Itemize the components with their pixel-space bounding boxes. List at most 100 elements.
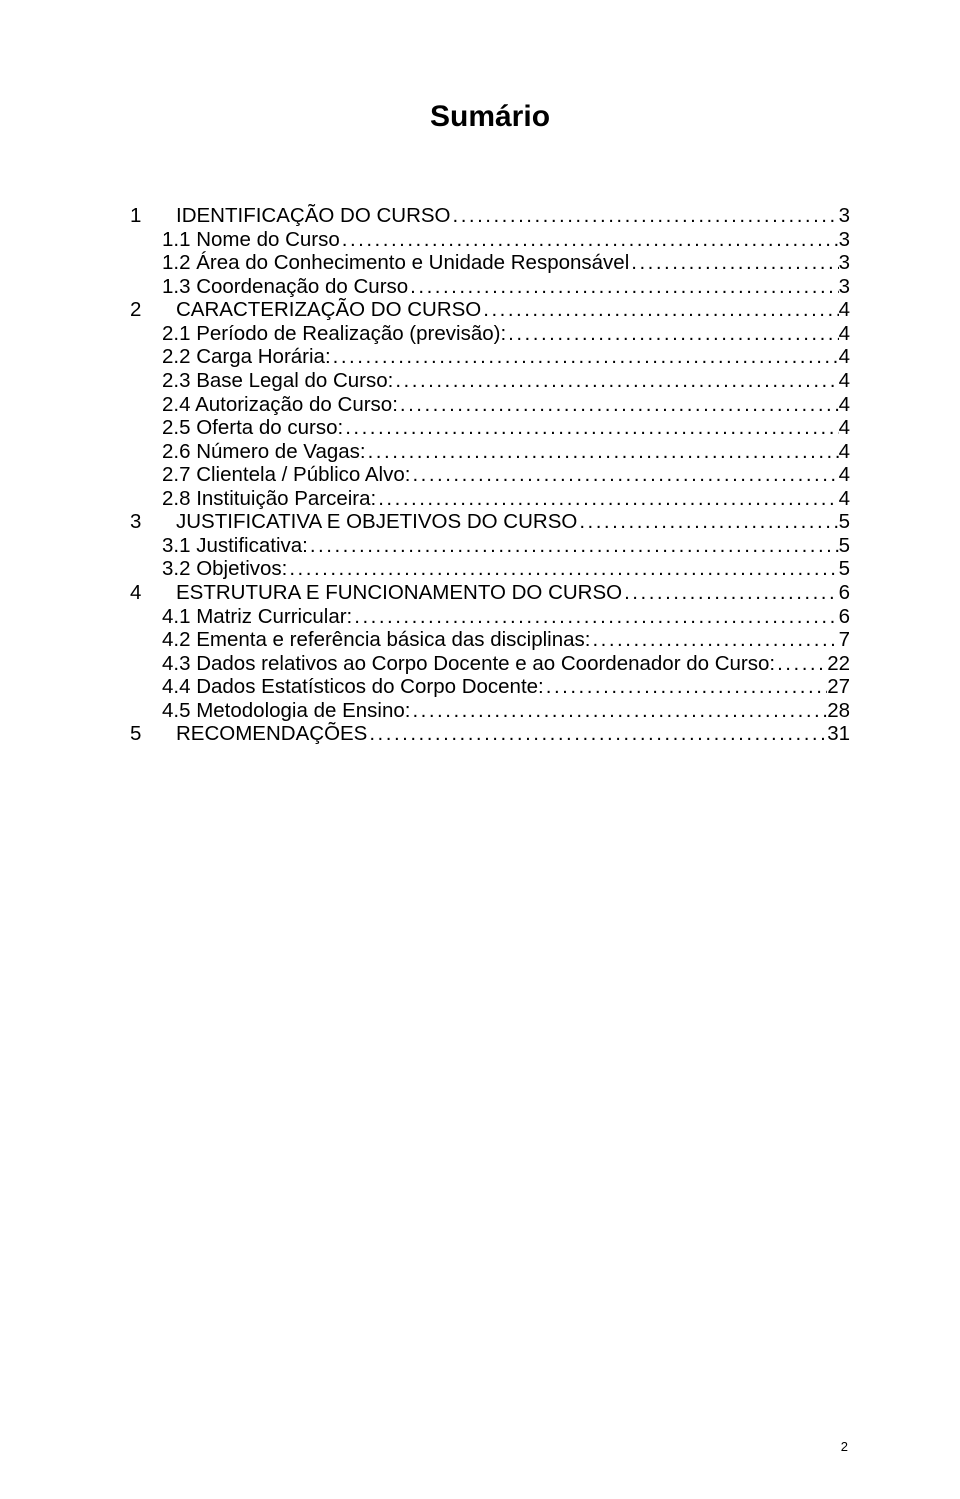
toc-entry-number: 3 xyxy=(130,510,148,534)
toc-entry-page: 4 xyxy=(839,440,850,464)
toc-entry-page: 27 xyxy=(827,675,850,699)
toc-entry-page: 28 xyxy=(827,699,850,723)
toc-entry-label: 4.3 Dados relativos ao Corpo Docente e a… xyxy=(130,652,775,676)
toc-row: 1.2 Área do Conhecimento e Unidade Respo… xyxy=(130,251,850,275)
toc-row: 1.3 Coordenação do Curso 3 xyxy=(130,275,850,299)
toc-row: 1.1 Nome do Curso 3 xyxy=(130,228,850,252)
page-title: Sumário xyxy=(130,100,850,134)
toc-entry-label: 2 CARACTERIZAÇÃO DO CURSO xyxy=(130,298,481,322)
toc-entry-text: JUSTIFICATIVA E OBJETIVOS DO CURSO xyxy=(176,510,577,533)
toc-row: 2.6 Número de Vagas: 4 xyxy=(130,440,850,464)
toc-entry-number: 2.4 xyxy=(162,393,195,416)
toc-entry-page: 3 xyxy=(839,275,850,299)
toc-entry-label: 2.8 Instituição Parceira: xyxy=(130,487,376,511)
toc-row: 1IDENTIFICAÇÃO DO CURSO 3 xyxy=(130,204,850,228)
toc-entry-page: 4 xyxy=(839,322,850,346)
toc-entry-number: 3.1 xyxy=(162,534,196,557)
toc-leader-dots xyxy=(410,699,827,723)
toc-leader-dots xyxy=(629,251,838,275)
toc-entry-text: Ementa e referência básica das disciplin… xyxy=(196,628,590,651)
toc-entry-page: 7 xyxy=(839,628,850,652)
toc-entry-number: 5 xyxy=(130,722,148,746)
toc-entry-page: 3 xyxy=(839,251,850,275)
toc-entry-page: 4 xyxy=(839,369,850,393)
toc-entry-label: 2.1 Período de Realização (previsão): xyxy=(130,322,506,346)
toc-entry-number: 2.2 xyxy=(162,345,196,368)
toc-entry-label: 4.1 Matriz Curricular: xyxy=(130,605,352,629)
toc-entry-page: 5 xyxy=(839,557,850,581)
toc-entry-text: IDENTIFICAÇÃO DO CURSO xyxy=(176,204,451,227)
toc-entry-label: 2.6 Número de Vagas: xyxy=(130,440,366,464)
toc-leader-dots xyxy=(398,393,839,417)
toc-entry-number: 1.2 xyxy=(162,251,196,274)
toc-row: 4.3 Dados relativos ao Corpo Docente e a… xyxy=(130,652,850,676)
toc-entry-number: 4.4 xyxy=(162,675,196,698)
toc-entry-label: 2.3 Base Legal do Curso: xyxy=(130,369,393,393)
toc-entry-number: 3.2 xyxy=(162,557,196,580)
toc-row: 2 CARACTERIZAÇÃO DO CURSO 4 xyxy=(130,298,850,322)
toc-leader-dots xyxy=(367,722,827,746)
toc-entry-text: Coordenação do Curso xyxy=(196,275,408,298)
toc-entry-number: 2 xyxy=(130,298,148,322)
toc-leader-dots xyxy=(308,534,839,558)
toc-row: 3 JUSTIFICATIVA E OBJETIVOS DO CURSO 5 xyxy=(130,510,850,534)
toc-leader-dots xyxy=(590,628,838,652)
toc-leader-dots xyxy=(775,652,827,676)
toc-entry-text: Dados Estatísticos do Corpo Docente: xyxy=(196,675,544,698)
toc-entry-page: 3 xyxy=(839,228,850,252)
toc-leader-dots xyxy=(352,605,838,629)
toc-entry-number: 2.1 xyxy=(162,322,196,345)
toc-leader-dots xyxy=(343,416,838,440)
toc-entry-label: 5RECOMENDAÇÕES xyxy=(130,722,367,746)
toc-row: 2.4 Autorização do Curso: 4 xyxy=(130,393,850,417)
toc-leader-dots xyxy=(376,487,838,511)
toc-entry-label: 2.2 Carga Horária: xyxy=(130,345,331,369)
toc-entry-number: 1.1 xyxy=(162,228,196,251)
toc-entry-number: 2.3 xyxy=(162,369,196,392)
toc-entry-label: 3 JUSTIFICATIVA E OBJETIVOS DO CURSO xyxy=(130,510,577,534)
toc-entry-page: 5 xyxy=(839,510,850,534)
toc-entry-number: 4.2 xyxy=(162,628,196,651)
document-page: Sumário 1IDENTIFICAÇÃO DO CURSO31.1 Nome… xyxy=(0,0,960,1499)
toc-row: 2.5 Oferta do curso:4 xyxy=(130,416,850,440)
toc-entry-number: 2.7 xyxy=(162,463,196,486)
toc-row: 3.2 Objetivos: 5 xyxy=(130,557,850,581)
toc-leader-dots xyxy=(577,510,838,534)
toc-row: 2.8 Instituição Parceira: 4 xyxy=(130,487,850,511)
toc-entry-label: 1.3 Coordenação do Curso xyxy=(130,275,408,299)
toc-entry-label: 1IDENTIFICAÇÃO DO CURSO xyxy=(130,204,451,228)
toc-entry-number: 1.3 xyxy=(162,275,196,298)
toc-entry-number: 2.6 xyxy=(162,440,196,463)
toc-entry-number: 4.1 xyxy=(162,605,196,628)
toc-entry-label: 2.4 Autorização do Curso: xyxy=(130,393,398,417)
toc-entry-text: Base Legal do Curso: xyxy=(196,369,393,392)
toc-entry-label: 2.7 Clientela / Público Alvo: xyxy=(130,463,410,487)
toc-entry-label: 3.2 Objetivos: xyxy=(130,557,287,581)
toc-entry-page: 3 xyxy=(839,204,850,228)
toc-entry-text: Área do Conhecimento e Unidade Responsáv… xyxy=(196,251,629,274)
toc-entry-text: CARACTERIZAÇÃO DO CURSO xyxy=(176,298,481,321)
toc-entry-label: 4 ESTRUTURA E FUNCIONAMENTO DO CURSO xyxy=(130,581,622,605)
toc-entry-page: 31 xyxy=(827,722,850,746)
page-number: 2 xyxy=(841,1439,848,1454)
toc-entry-label: 1.1 Nome do Curso xyxy=(130,228,340,252)
toc-entry-page: 4 xyxy=(839,487,850,511)
toc-entry-label: 1.2 Área do Conhecimento e Unidade Respo… xyxy=(130,251,629,275)
toc-entry-text: ESTRUTURA E FUNCIONAMENTO DO CURSO xyxy=(176,581,622,604)
toc-leader-dots xyxy=(622,581,838,605)
toc-leader-dots xyxy=(366,440,839,464)
toc-row: 2.3 Base Legal do Curso: 4 xyxy=(130,369,850,393)
toc-entry-page: 4 xyxy=(839,463,850,487)
toc-entry-text: Justificativa: xyxy=(196,534,308,557)
toc-entry-number: 4 xyxy=(130,581,148,605)
toc-row: 2.2 Carga Horária:4 xyxy=(130,345,850,369)
toc-entry-page: 4 xyxy=(839,393,850,417)
toc-entry-number: 4.3 xyxy=(162,652,196,675)
toc-leader-dots xyxy=(506,322,838,346)
toc-leader-dots xyxy=(544,675,827,699)
toc-entry-number: 2.8 xyxy=(162,487,196,510)
toc-entry-text: Carga Horária: xyxy=(196,345,330,368)
toc-entry-label: 4.2 Ementa e referência básica das disci… xyxy=(130,628,590,652)
toc-leader-dots xyxy=(481,298,838,322)
toc-entry-page: 4 xyxy=(839,298,850,322)
